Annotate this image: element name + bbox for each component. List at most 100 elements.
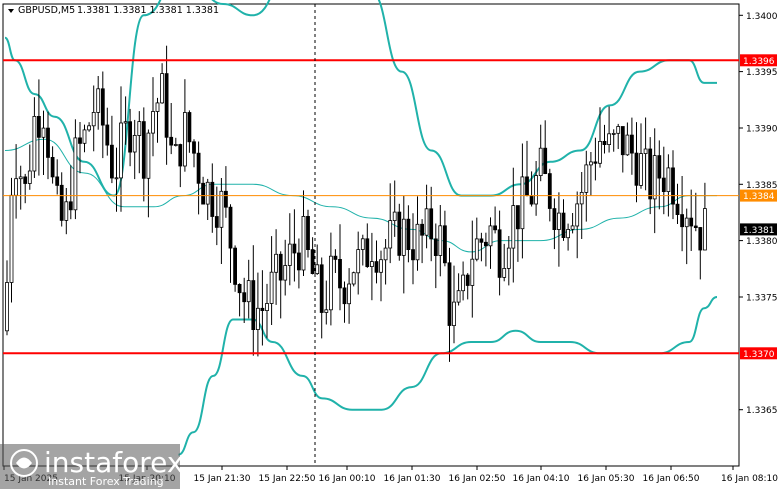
candle-body <box>292 243 297 254</box>
candle-body <box>520 176 525 230</box>
current-price-label: 1.3381 <box>743 226 775 236</box>
candle-body <box>283 265 288 281</box>
candle-body <box>173 144 178 146</box>
candle-body <box>666 167 671 192</box>
candle-body <box>237 283 242 294</box>
candle-body <box>511 205 516 249</box>
candle-body <box>529 195 534 205</box>
candle-body <box>561 212 566 239</box>
candle-body <box>397 211 402 256</box>
candle-body <box>46 127 50 158</box>
candle-body <box>689 217 694 227</box>
watermark-tagline: Instant Forex Trading <box>48 475 164 488</box>
candle-body <box>379 259 383 273</box>
candle-body <box>251 280 256 331</box>
candle-body <box>411 249 415 261</box>
candle-body <box>483 241 488 247</box>
x-tick-label: 16 Jan 01:30 <box>384 474 441 484</box>
current-price-tag <box>740 223 777 236</box>
candle-body <box>64 201 69 221</box>
candle-body <box>260 307 265 311</box>
candle-body <box>365 238 370 268</box>
candle-body <box>602 140 607 145</box>
candle-body <box>324 309 329 313</box>
x-tick-label: 16 Jan 05:30 <box>578 474 635 484</box>
candle-body <box>648 148 653 200</box>
candle-body <box>424 208 429 236</box>
candle-body <box>579 191 584 205</box>
candle-body <box>182 112 187 167</box>
candle-body <box>242 292 247 303</box>
candle-body <box>470 258 475 286</box>
candle-body <box>465 274 470 286</box>
candle-body <box>570 225 575 230</box>
candle-body <box>525 176 529 196</box>
candle-body <box>433 238 438 256</box>
symbol-label: GBPUSD,M5 <box>18 5 75 16</box>
candle-body <box>598 140 602 164</box>
price-level-tag-label: 1.3396 <box>743 57 775 67</box>
candle-body <box>584 164 589 193</box>
candle-body <box>630 134 634 154</box>
candle-body <box>625 134 630 156</box>
candle-body <box>374 261 379 273</box>
candle-body <box>333 255 338 260</box>
candle-body <box>497 229 502 278</box>
candle-body <box>55 176 60 186</box>
candle-body <box>32 116 37 172</box>
moving-average-line <box>4 138 717 253</box>
candle-body <box>671 167 675 205</box>
candle-body <box>73 137 78 211</box>
candle-body <box>328 255 333 311</box>
candle-body <box>611 132 616 135</box>
candle-body <box>296 252 301 271</box>
candle-body <box>27 170 32 184</box>
candle-body <box>442 225 447 264</box>
candle-body <box>301 215 306 271</box>
candle-body <box>593 161 598 164</box>
price-level-tag <box>740 54 777 67</box>
candle-body <box>9 194 14 283</box>
candle-body <box>141 121 146 179</box>
x-tick-label: 16 Jan 04:10 <box>513 474 570 484</box>
y-tick-label: 1.3385 <box>746 181 778 191</box>
candle-body <box>461 274 466 292</box>
instaforex-logo: instaforex Instant Forex Trading <box>0 444 183 489</box>
dropdown-triangle-icon[interactable] <box>8 9 14 13</box>
candle-body <box>675 203 680 215</box>
candle-body <box>68 201 73 211</box>
candle-body <box>205 181 210 205</box>
candle-body <box>23 176 28 184</box>
candle-body <box>233 247 238 285</box>
candle-body <box>547 173 552 209</box>
candle-body <box>543 147 548 174</box>
price-level-tag <box>740 347 777 360</box>
candle-body <box>110 144 114 179</box>
candle-body <box>274 253 279 273</box>
candle-body <box>493 225 498 231</box>
y-tick-label: 1.3375 <box>746 294 778 304</box>
candle-body <box>91 112 96 127</box>
candle-body <box>287 243 292 266</box>
candle-body <box>123 121 128 124</box>
candle-body <box>214 216 219 228</box>
candle-body <box>657 155 662 179</box>
x-tick-label: 16 Jan 08:10 <box>721 474 778 484</box>
candle-body <box>155 102 160 112</box>
candle-body <box>223 190 228 208</box>
candle-body <box>438 225 443 256</box>
candle-body <box>643 148 648 154</box>
candle-body <box>132 134 137 153</box>
candle-body <box>87 125 91 131</box>
candle-body <box>338 258 342 289</box>
price-level-tag <box>740 189 777 202</box>
x-tick-label: 15 Jan 22:50 <box>259 474 316 484</box>
candle-body <box>369 261 374 268</box>
candle-body <box>228 206 233 249</box>
candle-body <box>82 129 87 144</box>
candle-body <box>351 272 356 285</box>
candle-body <box>506 247 511 269</box>
candle-body <box>383 247 388 261</box>
watermark-brand: instaforex <box>44 446 183 479</box>
